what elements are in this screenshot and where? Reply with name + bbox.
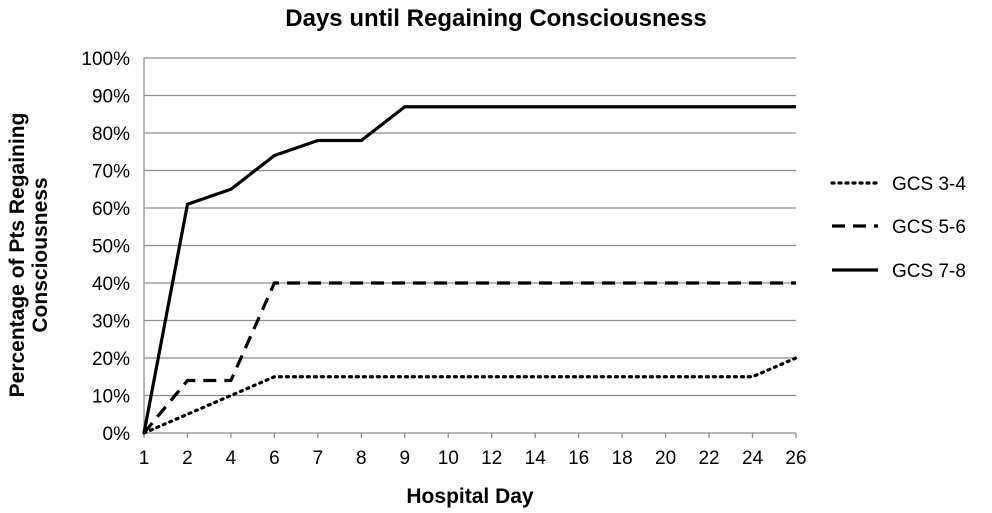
x-axis-tick-labels: 1 2 4 6 7 8 9 10 12 14 16 18 20 22 24 26 (139, 433, 807, 469)
legend: GCS 3-4 GCS 5-6 GCS 7-8 (830, 174, 966, 282)
x-tick-label: 26 (785, 448, 806, 469)
y-tick-label: 40% (92, 274, 130, 295)
y-axis-title-line-2: Consciousness (29, 177, 52, 332)
x-tick-label: 22 (698, 448, 719, 469)
x-tick-label: 24 (742, 448, 764, 469)
x-tick-label: 12 (481, 448, 502, 469)
x-tick-label: 6 (269, 448, 280, 469)
x-tick-label: 20 (655, 448, 676, 469)
legend-label: GCS 3-4 (892, 174, 966, 195)
y-tick-label: 80% (92, 124, 130, 145)
x-tick-label: 18 (612, 448, 633, 469)
x-tick-label: 2 (182, 448, 193, 469)
y-axis-title-line-1: Percentage of Pts Regaining (6, 113, 29, 398)
y-axis-tick-labels: 0% 10% 20% 30% 40% 50% 60% 70% 80% 90% 100% (81, 49, 130, 445)
series-lines (142, 105, 798, 435)
legend-label: GCS 5-6 (892, 217, 966, 238)
y-tick-label: 30% (92, 312, 130, 333)
y-tick-label: 0% (103, 424, 131, 445)
series-line-gcs-5-6 (142, 281, 796, 435)
x-tick-label: 1 (139, 448, 150, 469)
x-tick-label: 7 (313, 448, 324, 469)
x-tick-label: 4 (226, 448, 237, 469)
y-tick-label: 50% (92, 237, 130, 258)
x-tick-label: 10 (438, 448, 459, 469)
y-tick-label: 60% (92, 199, 130, 220)
series-line-gcs-7-8 (142, 105, 796, 434)
x-tick-label: 9 (400, 448, 411, 469)
y-tick-label: 20% (92, 349, 130, 370)
y-axis-title: Percentage of Pts Regaining Consciousnes… (6, 113, 52, 398)
x-tick-label: 14 (525, 448, 547, 469)
y-tick-label: 10% (92, 387, 130, 408)
legend-label: GCS 7-8 (892, 261, 966, 282)
x-tick-label: 16 (568, 448, 589, 469)
y-tick-label: 100% (81, 49, 130, 70)
x-axis-title: Hospital Day (406, 485, 534, 508)
gridlines (143, 57, 796, 434)
y-tick-label: 70% (92, 162, 130, 183)
y-tick-label: 90% (92, 87, 130, 108)
x-tick-label: 8 (356, 448, 367, 469)
chart-title: Days until Regaining Consciousness (285, 5, 706, 32)
series-line-gcs-3-4 (142, 356, 798, 435)
